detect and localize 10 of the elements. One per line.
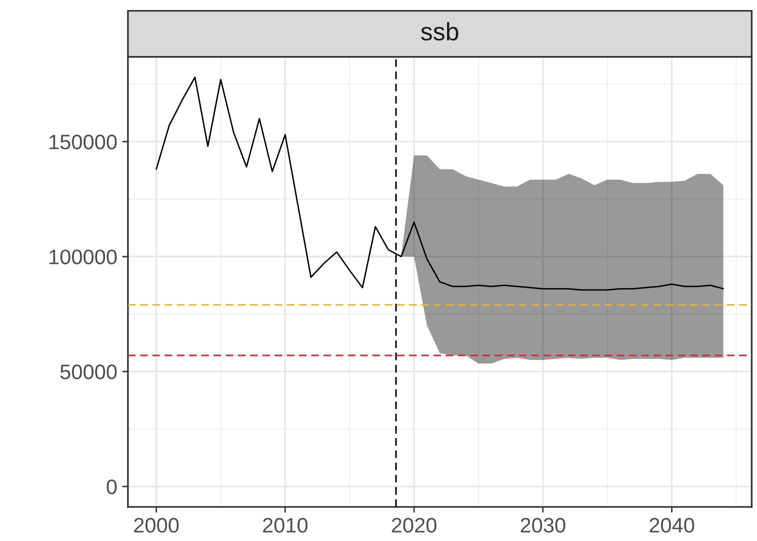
x-tick-label: 2030 <box>520 518 566 533</box>
chart-title: ssb <box>421 22 458 41</box>
y-tick-label: 50000 <box>60 364 117 380</box>
y-tick-label: 150000 <box>50 134 117 150</box>
x-tick-label: 2040 <box>650 518 694 533</box>
x-tick-label: 2000 <box>134 518 179 533</box>
y-tick-label: 0 <box>106 479 117 494</box>
x-tick-label: 2020 <box>392 518 436 533</box>
y-tick-label: 100000 <box>50 250 117 264</box>
x-tick-label: 2010 <box>263 518 308 533</box>
